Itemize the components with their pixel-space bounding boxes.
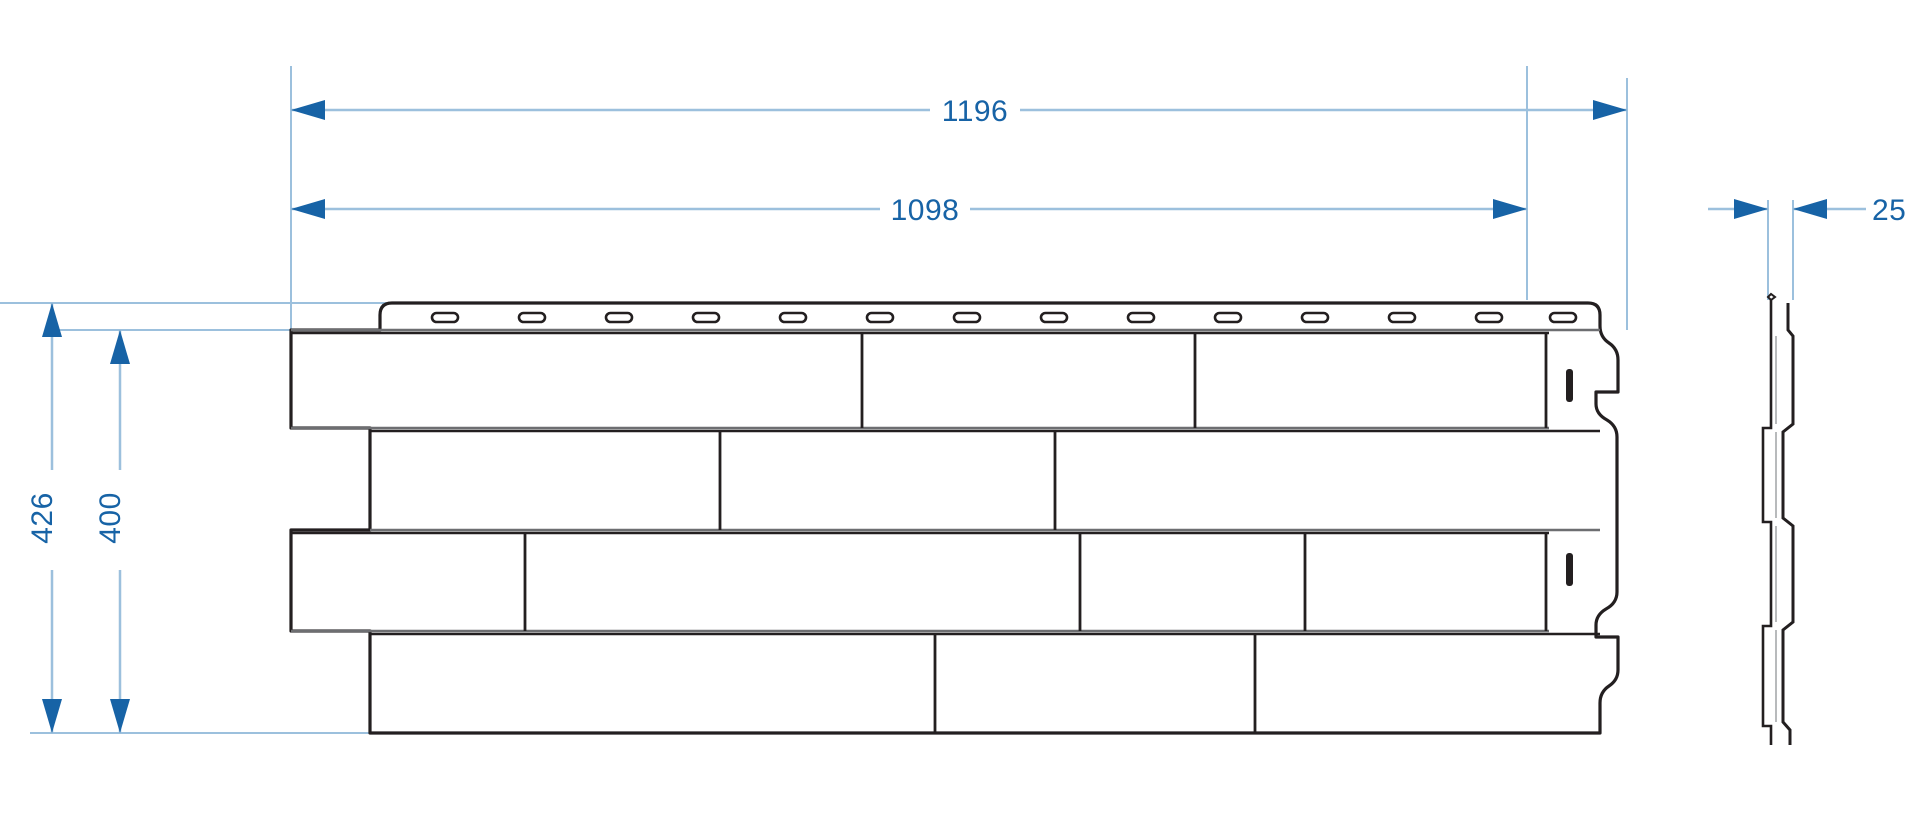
arrow-bottom-400 — [110, 699, 130, 733]
nail-slot-group — [430, 311, 1578, 324]
brick-course-lines — [291, 426, 1600, 633]
dimension-400: 400 — [94, 330, 130, 733]
dimension-25: 25 — [1708, 194, 1906, 300]
arrow-right-25 — [1793, 199, 1827, 219]
nail-slot-1 — [430, 311, 460, 324]
dim-label-25: 25 — [1872, 194, 1906, 227]
nail-slot-7 — [952, 311, 982, 324]
panel-side-view — [1761, 292, 1795, 745]
arrow-right-1098 — [1493, 199, 1527, 219]
arrow-top-400 — [110, 330, 130, 364]
dim-label-1196: 1196 — [942, 95, 1009, 128]
dim-label-400: 400 — [94, 492, 127, 544]
nail-slot-2 — [517, 311, 547, 324]
dim-label-1098: 1098 — [891, 194, 960, 227]
nail-slot-5 — [778, 311, 808, 324]
nail-slot-4 — [691, 311, 721, 324]
dimension-1098: 1098 — [291, 194, 1527, 227]
panel-front-view — [289, 301, 1620, 735]
nail-slot-8 — [1039, 311, 1069, 324]
arrow-right-1196 — [1593, 100, 1627, 120]
brick-joints — [523, 333, 1548, 733]
nail-slot-13 — [1474, 311, 1504, 324]
arrow-left-1196 — [291, 100, 325, 120]
arrow-top-426 — [42, 303, 62, 337]
arrow-left-1098 — [291, 199, 325, 219]
side-profile-inner-face — [1761, 300, 1773, 745]
dimension-426: 426 — [26, 303, 62, 733]
nail-slot-11 — [1300, 311, 1330, 324]
edge-notch-slot-group — [1566, 369, 1573, 586]
arrow-left-25 — [1734, 199, 1768, 219]
arrow-bottom-426 — [42, 699, 62, 733]
side-profile-top-hook — [1766, 292, 1777, 302]
dimension-1196: 1196 — [291, 95, 1627, 128]
dim-label-426: 426 — [26, 492, 59, 544]
nail-slot-12 — [1387, 311, 1417, 324]
brick-course-top-borders — [291, 331, 1600, 636]
dimension-layer: 1196 1098 426 — [0, 66, 1906, 734]
side-profile-outer-face — [1781, 303, 1795, 745]
nail-slot-3 — [604, 311, 634, 324]
nail-slot-14 — [1548, 311, 1578, 324]
nail-slot-9 — [1126, 311, 1156, 324]
nail-slot-10 — [1213, 311, 1243, 324]
panel-outline — [289, 301, 1620, 735]
edge-notch-slot-2 — [1566, 553, 1573, 586]
edge-notch-slot-1 — [1566, 369, 1573, 402]
nail-slot-6 — [865, 311, 895, 324]
